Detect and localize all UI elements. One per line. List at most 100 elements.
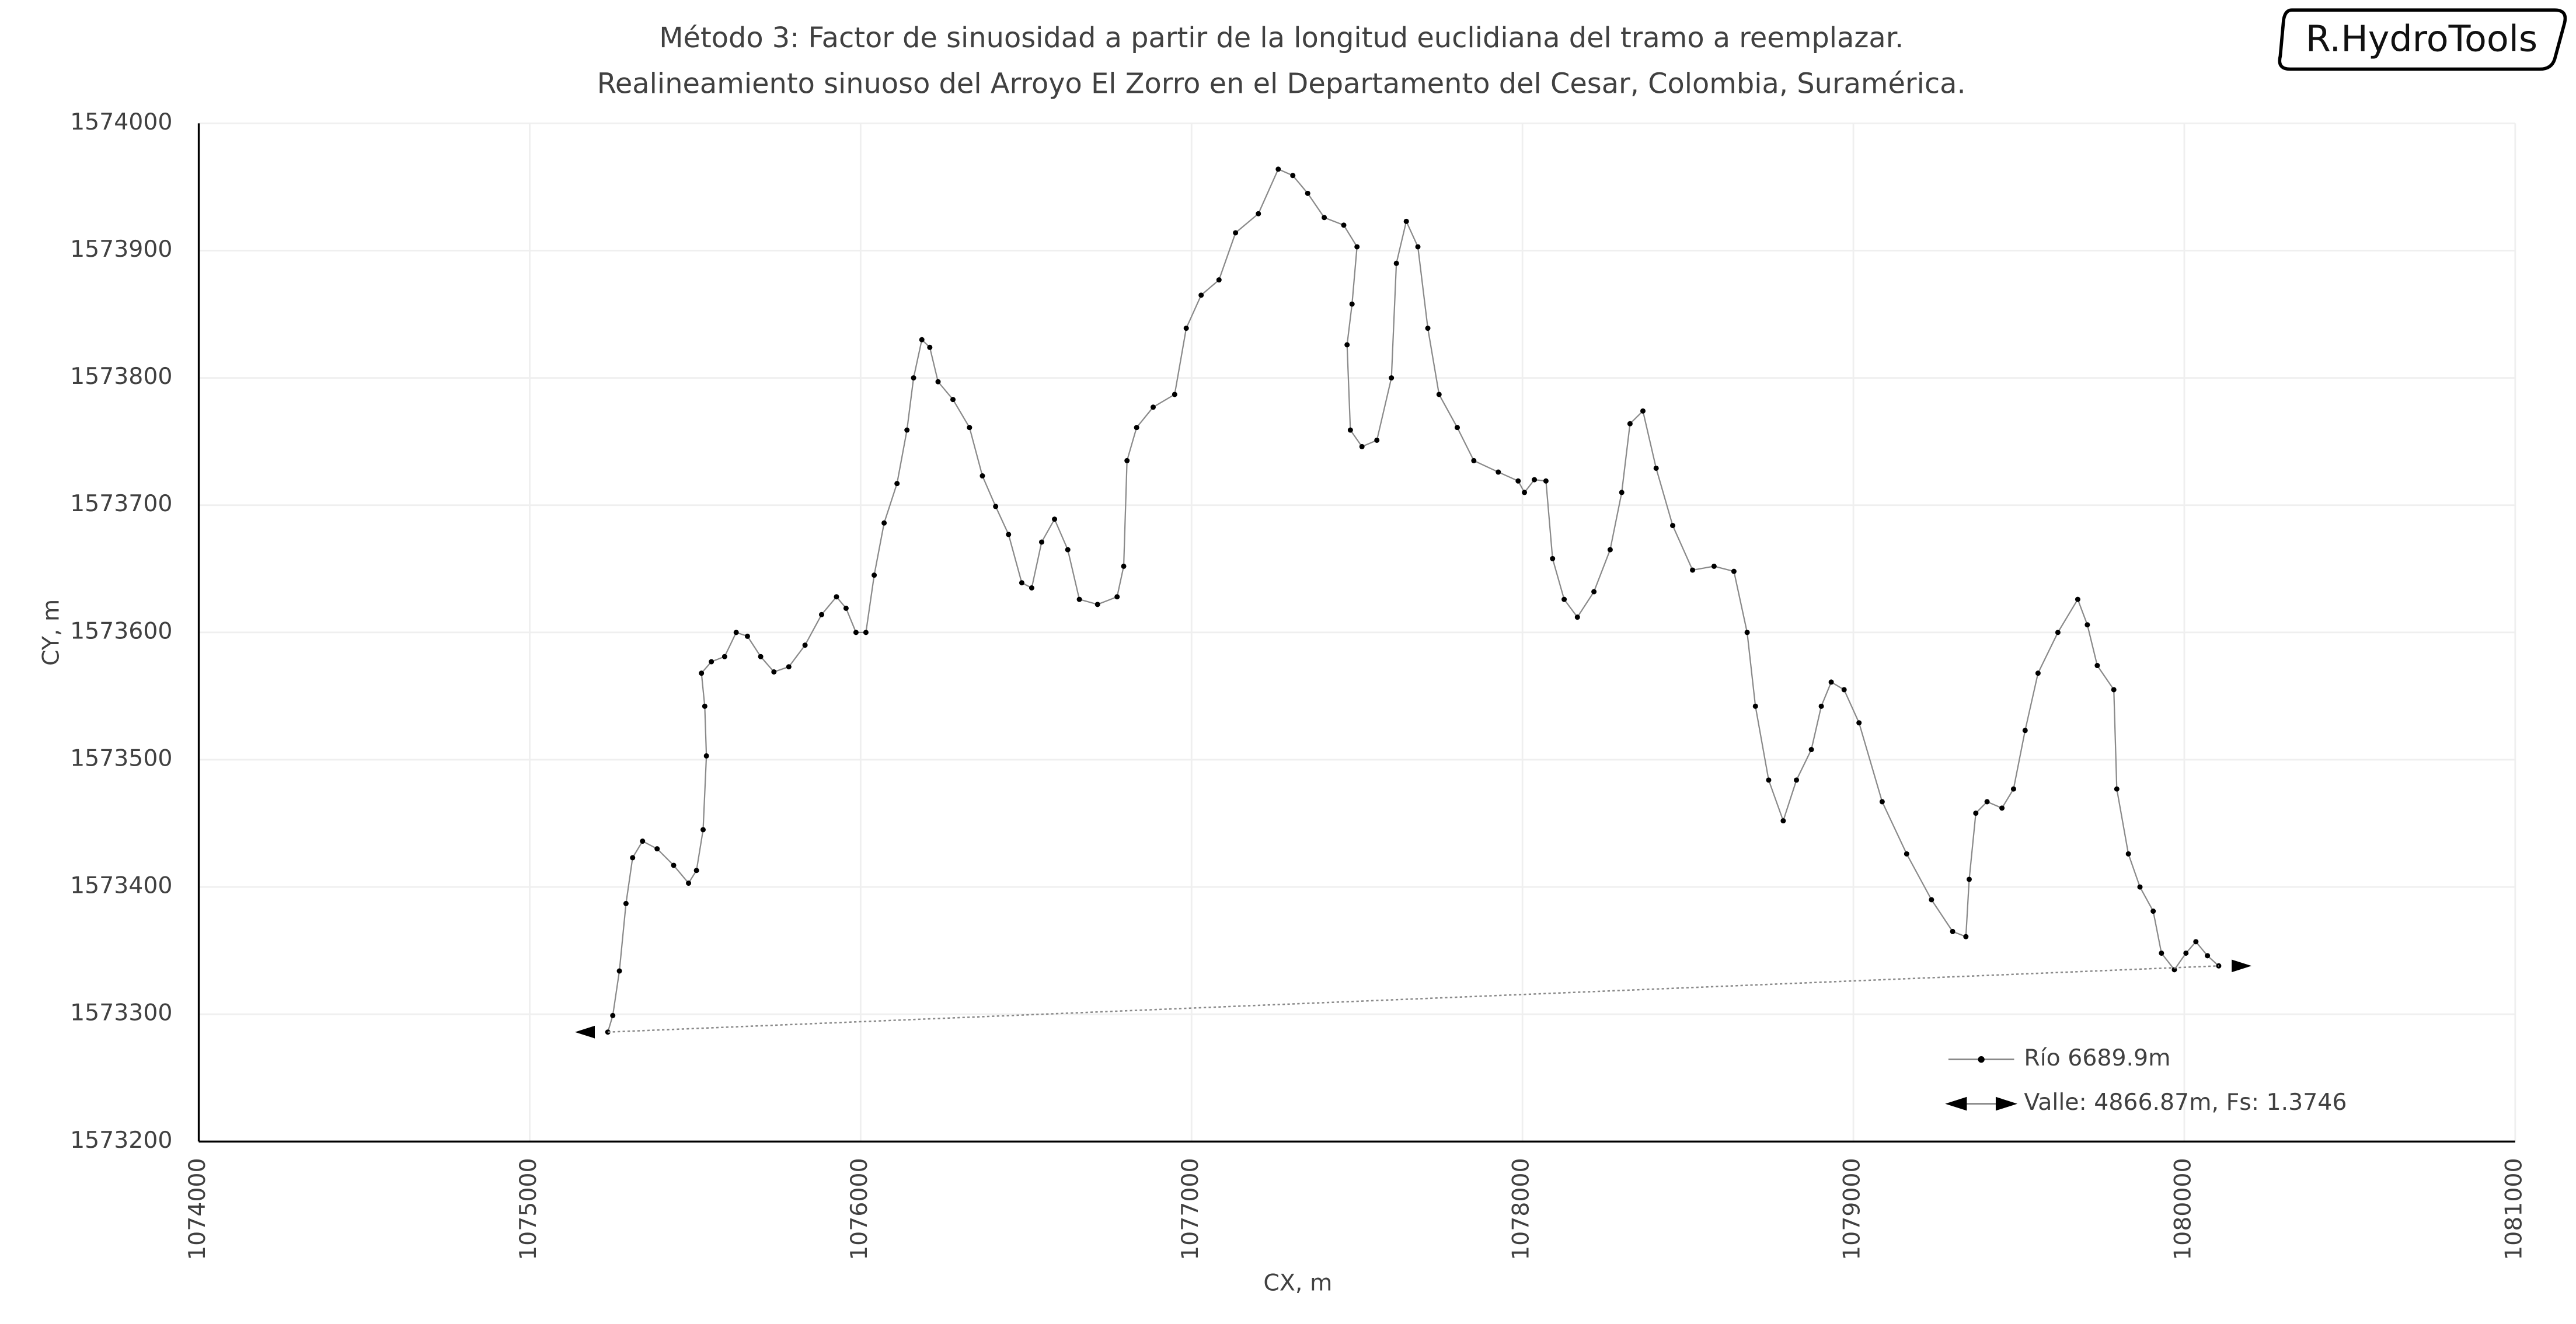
river-point	[1550, 556, 1556, 561]
river-point	[2193, 939, 2199, 945]
legend-arrow	[1945, 1096, 1967, 1111]
river-point	[1731, 568, 1737, 574]
river-point	[1856, 720, 1862, 726]
river-point	[1841, 687, 1847, 693]
river-point	[1233, 230, 1239, 236]
river-point	[1305, 190, 1310, 196]
river-point	[1711, 563, 1717, 569]
river-point	[1984, 799, 1990, 805]
river-point	[1999, 805, 2005, 811]
river-point	[702, 703, 707, 709]
river-point	[1879, 799, 1885, 805]
y-tick-label: 1573500	[70, 745, 172, 771]
river-point	[1389, 375, 1395, 381]
river-point	[2125, 851, 2131, 857]
x-tick-label: 1081000	[2500, 1158, 2527, 1260]
river-point	[2111, 687, 2117, 693]
river-point	[2084, 622, 2090, 628]
river-point	[2035, 670, 2041, 676]
river-point	[1198, 292, 1204, 298]
river-point	[1415, 244, 1421, 250]
river-point	[1627, 421, 1633, 427]
x-tick-label: 1078000	[1508, 1158, 1535, 1260]
legend-marker	[1978, 1056, 1985, 1063]
river-point	[1121, 563, 1127, 569]
river-point	[1973, 811, 1979, 816]
river-point	[927, 344, 933, 350]
river-point	[1425, 326, 1431, 331]
river-point	[1561, 596, 1567, 602]
river-point	[1744, 630, 1750, 635]
river-point	[2205, 953, 2211, 959]
river-point	[1172, 392, 1177, 397]
river-point	[2137, 884, 2143, 890]
river-point	[1344, 342, 1350, 348]
river-point	[1150, 404, 1156, 410]
river-point	[2150, 909, 2156, 914]
legend-label: Río 6689.9m	[2024, 1044, 2170, 1071]
river-point	[818, 612, 824, 617]
x-tick-label: 1077000	[1177, 1158, 1204, 1260]
x-axis-label: CX, m	[1263, 1270, 1332, 1297]
river-point	[640, 839, 646, 844]
x-tick-label: 1076000	[846, 1158, 873, 1260]
badge-frame	[2278, 8, 2567, 71]
y-tick-label: 1573800	[70, 363, 172, 390]
river-point	[703, 753, 709, 759]
river-point	[758, 654, 764, 659]
river-point	[1183, 326, 1189, 331]
river-line	[607, 168, 2219, 1033]
chart-title: Método 3: Factor de sinuosidad a partir …	[659, 22, 1904, 54]
river-point	[1591, 589, 1597, 595]
river-point	[979, 473, 985, 479]
river-point	[616, 968, 622, 974]
river-point	[881, 520, 887, 526]
river-point	[1471, 457, 1477, 463]
river-point	[630, 855, 636, 861]
river-point	[1904, 851, 1909, 857]
river-point	[872, 572, 877, 578]
river-point	[1808, 747, 1814, 753]
river-point	[1256, 211, 1261, 216]
river-point	[1532, 477, 1538, 483]
y-tick-label: 1573200	[70, 1127, 172, 1154]
river-point	[1818, 703, 1824, 709]
river-point	[605, 1029, 611, 1035]
x-tick-label: 1080000	[2169, 1158, 2196, 1260]
river-point	[1094, 602, 1100, 607]
river-point	[1354, 244, 1360, 250]
river-point	[786, 664, 792, 670]
river-point	[2055, 630, 2061, 635]
river-point	[1029, 585, 1034, 591]
river-point	[834, 594, 839, 600]
river-point	[2114, 786, 2120, 792]
river-point	[1828, 679, 1834, 685]
river-point	[1349, 301, 1355, 307]
chart-subtitle: Realineamiento sinuoso del Arroyo El Zor…	[597, 68, 1966, 100]
river-point	[904, 427, 910, 433]
river-point	[1607, 547, 1613, 553]
river-point	[802, 642, 808, 648]
river-point	[911, 375, 916, 381]
river-point	[733, 630, 739, 635]
y-tick-label: 1573300	[70, 1000, 172, 1026]
river-point	[623, 900, 629, 906]
river-point	[1794, 777, 1800, 783]
river-point	[1752, 703, 1758, 709]
river-point	[2183, 950, 2189, 956]
river-point	[1640, 408, 1646, 414]
river-point	[1543, 478, 1549, 484]
river-point	[1522, 490, 1528, 495]
river-point	[700, 827, 706, 833]
river-point	[1006, 532, 1012, 537]
river-point	[2094, 663, 2100, 669]
river-point	[1114, 594, 1120, 600]
river-point	[610, 1012, 616, 1018]
river-point	[1454, 425, 1460, 431]
river-point	[1359, 443, 1365, 449]
river-point	[1038, 539, 1044, 545]
river-point	[1670, 523, 1676, 529]
river-point	[1515, 478, 1521, 484]
x-tick-label: 1079000	[1839, 1158, 1866, 1260]
